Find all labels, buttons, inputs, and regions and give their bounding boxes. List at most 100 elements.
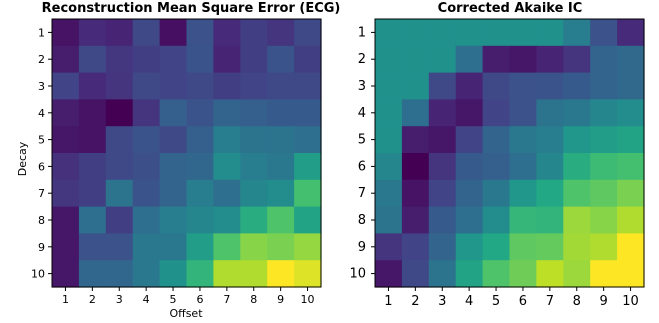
heatmap-cell [617, 99, 645, 127]
x-tick-label: 7 [546, 294, 554, 309]
heatmap-cell [509, 179, 537, 208]
heatmap-cell [509, 206, 537, 234]
heatmap-cell [401, 126, 430, 154]
heatmap-cell [267, 72, 295, 100]
heatmap-cell [401, 19, 430, 47]
heatmap-cell [78, 153, 107, 181]
heatmap-cell [428, 72, 457, 100]
heatmap-cell [401, 179, 430, 208]
y-tick-label: 8 [38, 214, 45, 227]
heatmap-cell [213, 19, 241, 47]
heatmap-cell [132, 233, 161, 261]
heatmap-cell [590, 126, 618, 154]
y-tick-label: 6 [358, 159, 366, 174]
heatmap-cell [455, 45, 484, 74]
x-tick-label: 5 [492, 294, 500, 309]
heatmap-cell [240, 45, 268, 74]
heatmap-cell [240, 153, 268, 181]
heatmap-cell [375, 99, 403, 127]
heatmap-cell [78, 45, 107, 74]
heatmap-cell [428, 45, 457, 74]
heatmap-cell [590, 99, 618, 127]
heatmap-cell [78, 179, 107, 208]
y-tick-label: 3 [38, 80, 45, 93]
heatmap-cell [78, 99, 107, 127]
heatmap-cell [401, 99, 430, 127]
heatmap-cell [536, 19, 564, 47]
heatmap-cell [213, 153, 241, 181]
x-tick-label: 10 [622, 294, 639, 309]
heatmap-cell [132, 153, 161, 181]
y-tick-label: 4 [358, 106, 366, 121]
heatmap-cell [590, 233, 618, 261]
heatmap-cell [240, 233, 268, 261]
heatmap-cell [455, 99, 484, 127]
heatmap-cell [267, 45, 295, 74]
heatmap-cell [375, 179, 403, 208]
heatmap-cell [186, 99, 214, 127]
heatmap-cell [186, 260, 214, 288]
heatmap-cell [52, 233, 80, 261]
heatmap-cell [455, 126, 484, 154]
heatmap-cell [563, 72, 591, 100]
heatmap-cell [267, 153, 295, 181]
heatmap-cell [590, 72, 618, 100]
heatmap-cell [455, 153, 484, 181]
heatmap-cell [186, 126, 214, 154]
heatmap-cell [590, 19, 618, 47]
heatmap-cell [455, 19, 484, 47]
heatmap-cell [240, 99, 268, 127]
heatmap-cell [375, 72, 403, 100]
heatmap-cell [428, 19, 457, 47]
x-tick-label: 7 [223, 293, 230, 306]
y-tick-label: 1 [358, 25, 366, 40]
heatmap-cell [105, 233, 134, 261]
heatmap-cell [52, 206, 80, 234]
heatmap-cell [536, 179, 564, 208]
x-ticks-mse: 1 2 3 4 5 6 7 8 9 10 [62, 287, 315, 306]
heatmap-cell [482, 45, 511, 74]
heatmap-cell [267, 99, 295, 127]
heatmap-cell [509, 126, 537, 154]
heatmap-cell [52, 179, 80, 208]
heatmap-cell [159, 153, 188, 181]
x-tick-label: 8 [573, 294, 581, 309]
x-tick-label: 2 [89, 293, 96, 306]
heatmap-cell [132, 260, 161, 288]
y-ticks-mse: 1 2 3 4 5 6 7 8 9 10 [31, 26, 52, 281]
heatmap-cell [159, 99, 188, 127]
heatmap-cell [240, 260, 268, 288]
heatmap-cell [509, 260, 537, 288]
heatmap-cell [482, 153, 511, 181]
heatmap-cell [509, 72, 537, 100]
heatmap-cell [428, 179, 457, 208]
heatmap-cell [563, 19, 591, 47]
heatmap-cell [536, 72, 564, 100]
heatmap-cell [132, 72, 161, 100]
x-axis-label: Offset [169, 307, 203, 320]
x-tick-label: 6 [196, 293, 203, 306]
heatmap-cell [78, 19, 107, 47]
heatmap-cell [213, 179, 241, 208]
heatmap-cell [563, 233, 591, 261]
heatmap-cell [105, 206, 134, 234]
heatmap-cell [186, 19, 214, 47]
heatmap-cell [213, 233, 241, 261]
heatmap-cell [401, 45, 430, 74]
heatmap-cell [132, 45, 161, 74]
heatmap-cell [159, 233, 188, 261]
heatmap-cell [294, 72, 322, 100]
heatmap-cells-aic [375, 19, 645, 288]
heatmap-cell [213, 99, 241, 127]
heatmap-cell [509, 99, 537, 127]
y-tick-label: 7 [358, 186, 366, 201]
heatmap-cell [536, 99, 564, 127]
heatmap-cell [455, 206, 484, 234]
heatmap-cell [267, 19, 295, 47]
x-tick-label: 5 [170, 293, 177, 306]
y-tick-label: 6 [38, 160, 45, 173]
heatmap-cell [375, 233, 403, 261]
heatmap-cell [159, 206, 188, 234]
heatmap-cell [536, 126, 564, 154]
